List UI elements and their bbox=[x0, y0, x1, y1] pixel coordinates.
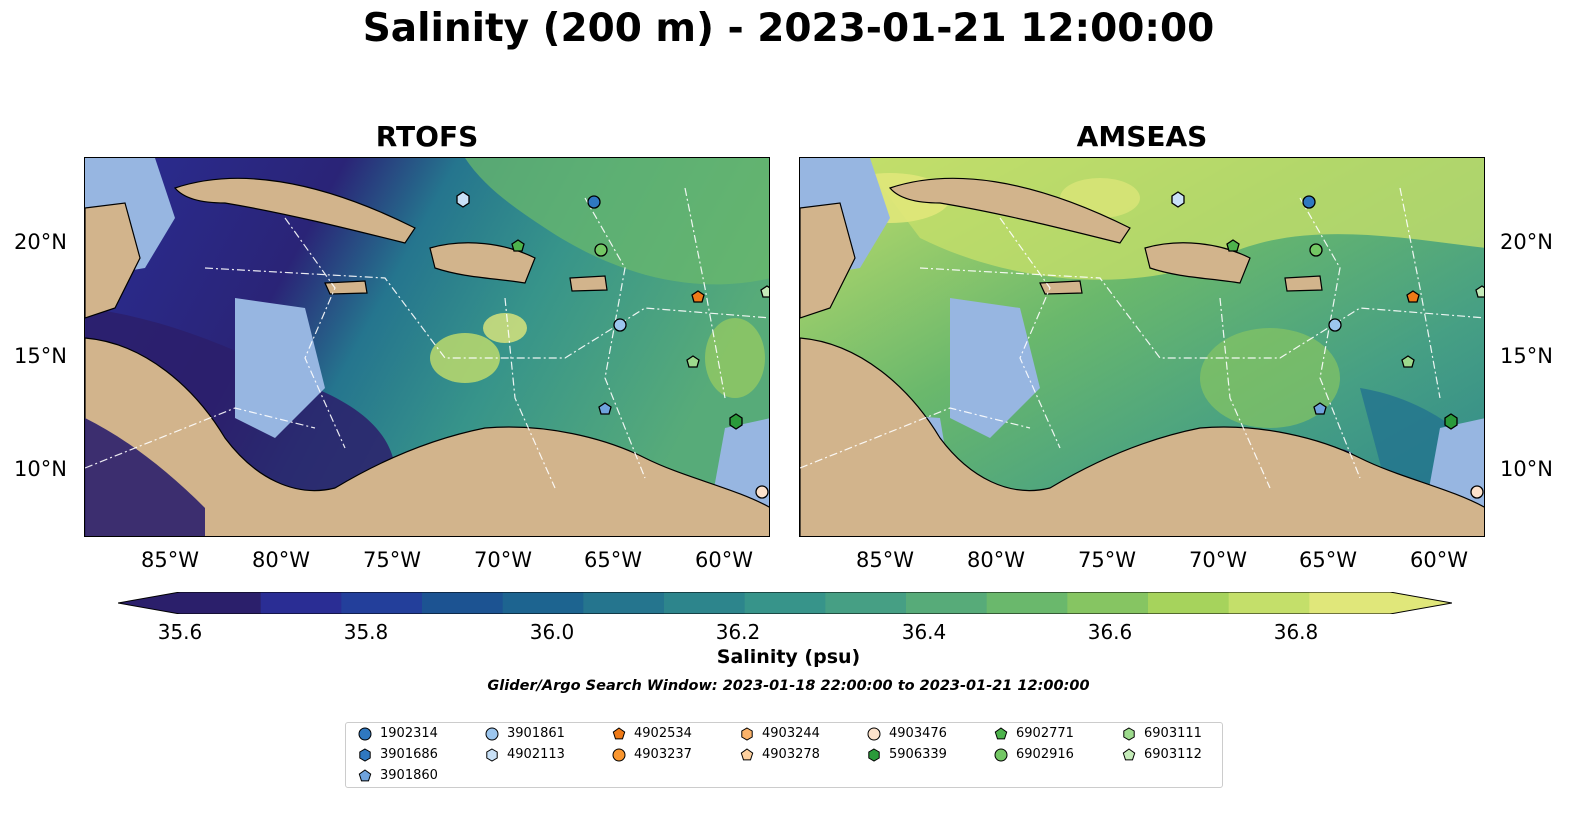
colorbar-segment bbox=[744, 592, 826, 614]
colorbar-segment bbox=[180, 592, 262, 614]
legend-marker-hexagon bbox=[359, 747, 371, 762]
legend-item-label: 3901861 bbox=[507, 726, 565, 741]
lat-tick: 15°N bbox=[1500, 344, 1553, 368]
colorbar-segment bbox=[502, 592, 584, 614]
lon-tick: 85°W bbox=[856, 548, 914, 572]
legend-marker-hexagon bbox=[741, 726, 753, 741]
colorbar-tick: 35.6 bbox=[157, 620, 203, 644]
legend-item: 3901860 bbox=[358, 768, 438, 783]
legend-item-label: 6902916 bbox=[1016, 747, 1074, 762]
legend-marker-hexagon bbox=[486, 747, 498, 762]
legend-item: 4902113 bbox=[485, 747, 565, 762]
lon-tick: 75°W bbox=[363, 548, 421, 572]
legend-item-label: 4903244 bbox=[762, 726, 820, 741]
colorbar-segment bbox=[260, 592, 342, 614]
colorbar-segment bbox=[1228, 592, 1310, 614]
legend-item-label: 1902314 bbox=[380, 726, 438, 741]
colorbar-segment bbox=[583, 592, 665, 614]
legend-item-label: 6903111 bbox=[1144, 726, 1202, 741]
legend-item: 6903111 bbox=[1122, 726, 1202, 741]
lon-tick: 65°W bbox=[1299, 548, 1357, 572]
legend-item: 6902916 bbox=[994, 747, 1074, 762]
lat-tick: 10°N bbox=[14, 457, 67, 481]
legend-marker-pentagon bbox=[358, 768, 372, 781]
colorbar-extend-high bbox=[1390, 592, 1452, 614]
legend-marker-pentagon bbox=[740, 747, 754, 760]
lon-tick: 70°W bbox=[474, 548, 532, 572]
search-window-text: Glider/Argo Search Window: 2023-01-18 22… bbox=[487, 678, 1090, 694]
legend-item: 4903237 bbox=[612, 747, 692, 762]
colorbar-tick: 36.2 bbox=[715, 620, 761, 644]
colorbar-tick: 36.8 bbox=[1273, 620, 1319, 644]
lat-tick: 20°N bbox=[14, 230, 67, 254]
lat-tick: 15°N bbox=[14, 344, 67, 368]
legend-item-label: 4902534 bbox=[634, 726, 692, 741]
colorbar-tick: 36.6 bbox=[1087, 620, 1133, 644]
legend-item: 5906339 bbox=[867, 747, 947, 762]
legend-marker-pentagon bbox=[1122, 747, 1136, 760]
colorbar-segment bbox=[341, 592, 423, 614]
colorbar-tick: 36.0 bbox=[529, 620, 575, 644]
lat-tick: 10°N bbox=[1500, 457, 1553, 481]
legend-item-label: 4903476 bbox=[889, 726, 947, 741]
amseas-map bbox=[799, 157, 1485, 537]
colorbar-tick: 35.8 bbox=[343, 620, 389, 644]
legend-item-label: 4903237 bbox=[634, 747, 692, 762]
colorbar-segment bbox=[422, 592, 504, 614]
colorbar-extend-low bbox=[118, 592, 180, 614]
lat-tick: 20°N bbox=[1500, 230, 1553, 254]
figure-title: Salinity (200 m) - 2023-01-21 12:00:00 bbox=[362, 6, 1215, 51]
legend-marker-circle bbox=[358, 727, 372, 740]
lon-tick: 80°W bbox=[967, 548, 1025, 572]
legend-item: 6903112 bbox=[1122, 747, 1202, 762]
float-legend: 1902314 3901686 3901860 3901861 4902113 49025… bbox=[345, 722, 1223, 788]
lon-tick: 70°W bbox=[1189, 548, 1247, 572]
lon-tick: 85°W bbox=[141, 548, 199, 572]
panel-title-rtofs: RTOFS bbox=[375, 120, 479, 153]
legend-marker-circle bbox=[612, 748, 626, 761]
lon-tick: 80°W bbox=[252, 548, 310, 572]
lon-tick: 60°W bbox=[695, 548, 753, 572]
colorbar-segment bbox=[906, 592, 988, 614]
colorbar-segment bbox=[1309, 592, 1391, 614]
lon-tick: 65°W bbox=[584, 548, 642, 572]
lon-tick: 60°W bbox=[1410, 548, 1468, 572]
colorbar-segment bbox=[986, 592, 1068, 614]
legend-item-label: 5906339 bbox=[889, 747, 947, 762]
panel-title-amseas: AMSEAS bbox=[1076, 120, 1208, 153]
legend-item: 4903476 bbox=[867, 726, 947, 741]
legend-marker-hexagon bbox=[1123, 726, 1135, 741]
colorbar-segment bbox=[1148, 592, 1230, 614]
rtofs-map bbox=[84, 157, 770, 537]
colorbar-segment bbox=[664, 592, 746, 614]
legend-marker-circle bbox=[994, 748, 1008, 761]
legend-item-label: 4903278 bbox=[762, 747, 820, 762]
lon-tick: 75°W bbox=[1078, 548, 1136, 572]
legend-item: 6902771 bbox=[994, 726, 1074, 741]
colorbar-tick: 36.4 bbox=[901, 620, 947, 644]
legend-item: 1902314 bbox=[358, 726, 438, 741]
legend-item-label: 3901686 bbox=[380, 747, 438, 762]
legend-item-label: 4902113 bbox=[507, 747, 565, 762]
colorbar-segment bbox=[825, 592, 907, 614]
legend-item: 3901686 bbox=[358, 747, 438, 762]
legend-item: 4903278 bbox=[740, 747, 820, 762]
legend-item: 4902534 bbox=[612, 726, 692, 741]
legend-item: 4903244 bbox=[740, 726, 820, 741]
colorbar-label: Salinity (psu) bbox=[716, 646, 861, 668]
colorbar-segment bbox=[1067, 592, 1149, 614]
legend-marker-hexagon bbox=[868, 747, 880, 762]
legend-item-label: 6902771 bbox=[1016, 726, 1074, 741]
legend-item-label: 3901860 bbox=[380, 768, 438, 783]
legend-marker-pentagon bbox=[612, 726, 626, 739]
colorbar bbox=[117, 591, 1453, 618]
legend-marker-circle bbox=[867, 727, 881, 740]
legend-item-label: 6903112 bbox=[1144, 747, 1202, 762]
legend-item: 3901861 bbox=[485, 726, 565, 741]
legend-marker-circle bbox=[485, 727, 499, 740]
legend-marker-pentagon bbox=[994, 726, 1008, 739]
